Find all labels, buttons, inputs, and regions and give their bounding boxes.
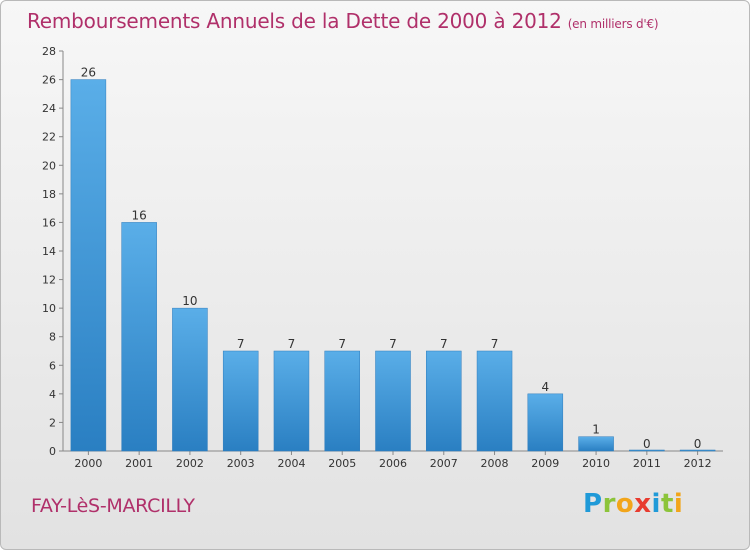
value-label-2012: 0: [694, 437, 702, 451]
bar-2008: [476, 350, 513, 452]
y-tick-label: 2: [49, 416, 56, 429]
bar-2009: [527, 393, 564, 452]
bar-2005: [324, 350, 360, 452]
x-tick-label-2012: 2012: [684, 457, 712, 470]
y-tick-label: 4: [49, 388, 56, 401]
y-tick-label: 28: [42, 45, 56, 58]
x-tick-label-2009: 2009: [531, 457, 559, 470]
x-tick-label-2002: 2002: [176, 457, 204, 470]
x-tick-label-2011: 2011: [633, 457, 661, 470]
x-tick-label-2010: 2010: [582, 457, 610, 470]
bar-2002: [172, 307, 208, 452]
commune-name: FAY-LèS-MARCILLY: [31, 495, 195, 517]
y-tick-label: 12: [42, 274, 56, 287]
x-tick-label-2003: 2003: [227, 457, 255, 470]
value-label-2009: 4: [541, 380, 549, 394]
value-label-2008: 7: [491, 337, 499, 351]
value-label-2003: 7: [237, 337, 245, 351]
bar-2000: [70, 79, 107, 452]
value-label-2002: 10: [182, 294, 197, 308]
value-label-2005: 7: [338, 337, 346, 351]
y-tick-label: 24: [42, 102, 56, 115]
value-label-2007: 7: [440, 337, 448, 351]
bar-2007: [426, 350, 462, 452]
x-tick-label-2000: 2000: [74, 457, 102, 470]
y-tick-label: 0: [49, 445, 56, 458]
y-tick-label: 18: [42, 188, 56, 201]
chart-title: Remboursements Annuels de la Dette de 20…: [27, 9, 659, 33]
y-tick-label: 16: [42, 216, 56, 229]
value-label-2001: 16: [132, 208, 147, 222]
bar-2003: [222, 350, 259, 452]
value-label-2011: 0: [643, 437, 651, 451]
y-tick-label: 8: [49, 331, 56, 344]
y-tick-label: 10: [42, 302, 56, 315]
x-tick-label-2006: 2006: [379, 457, 407, 470]
proxiti-logo: Proxiti: [583, 489, 684, 519]
y-tick-label: 20: [42, 159, 56, 172]
value-label-2010: 1: [592, 423, 600, 437]
y-tick-label: 6: [49, 359, 56, 372]
chart-unit: (en milliers d'€): [567, 17, 659, 31]
x-tick-label-2001: 2001: [125, 457, 153, 470]
value-label-2006: 7: [389, 337, 397, 351]
y-tick-label: 14: [42, 245, 56, 258]
x-tick-label-2005: 2005: [328, 457, 356, 470]
value-label-2004: 7: [288, 337, 296, 351]
bar-2011: [629, 449, 665, 452]
chart-title-text: Remboursements Annuels de la Dette de 20…: [27, 9, 562, 33]
bar-2004: [273, 350, 310, 452]
x-tick-label-2007: 2007: [430, 457, 458, 470]
value-label-2000: 26: [81, 66, 96, 80]
bar-2012: [679, 449, 716, 452]
x-tick-label-2008: 2008: [481, 457, 509, 470]
bar-2006: [375, 350, 411, 452]
y-tick-label: 22: [42, 131, 56, 144]
y-tick-label: 26: [42, 74, 56, 87]
bar-2010: [578, 436, 614, 452]
x-tick-label-2004: 2004: [277, 457, 305, 470]
bar-2001: [121, 222, 157, 452]
